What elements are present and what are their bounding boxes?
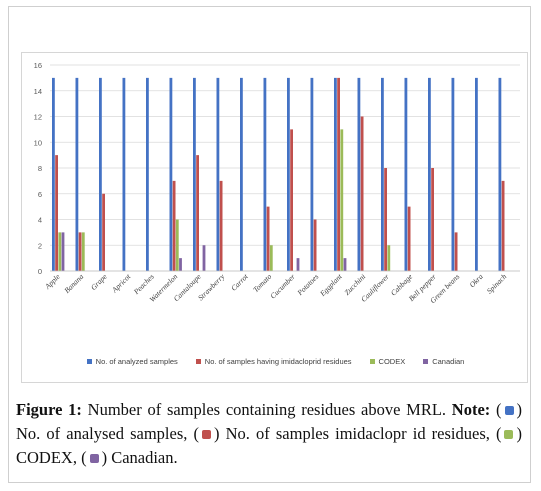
caption-text-5: ) Canadian.: [101, 448, 178, 467]
bar: [498, 77, 502, 271]
x-tick-label: Banana: [62, 272, 85, 295]
y-tick-label: 12: [34, 113, 42, 122]
bar: [475, 77, 478, 271]
caption-text-1: (: [490, 400, 502, 419]
legend-swatch: [423, 358, 429, 364]
bar: [169, 77, 173, 271]
legend-entry: CODEX: [369, 356, 406, 366]
bar: [146, 77, 149, 271]
bar: [334, 77, 337, 271]
bar: [202, 245, 206, 271]
bar: [407, 206, 411, 271]
bar: [175, 219, 179, 271]
figure-caption: Figure 1: Number of samples containing r…: [16, 398, 522, 470]
legend-label: No. of analyzed samples: [95, 356, 178, 366]
y-tick-label: 16: [34, 61, 42, 70]
figure-title: Number of samples containing residues ab…: [81, 400, 452, 419]
bar: [360, 116, 364, 271]
bar: [357, 77, 361, 271]
chart-legend: No. of analyzed samples No. of samples ha…: [22, 354, 529, 368]
bar: [216, 77, 220, 271]
bar: [55, 155, 58, 271]
bar: [269, 245, 273, 271]
bar: [58, 232, 62, 271]
y-tick-label: 8: [38, 164, 42, 173]
x-tick-label: Apricot: [109, 271, 133, 295]
bar: [102, 193, 105, 271]
bar: [431, 168, 434, 271]
bar: [287, 77, 290, 271]
bar: [240, 77, 243, 271]
x-tick-label: Grape: [89, 272, 109, 292]
y-tick-label: 0: [38, 267, 42, 276]
x-tick-label: Tomato: [251, 272, 273, 294]
bar: [266, 206, 270, 271]
note-label: Note:: [451, 400, 491, 419]
bar: [290, 129, 293, 271]
bar: [454, 232, 458, 271]
caption-swatch-residues: [202, 430, 211, 439]
legend-label: No. of samples having imidacloprid resid…: [204, 356, 352, 366]
bar: [343, 258, 347, 271]
bar: [122, 77, 126, 271]
bar: [193, 77, 196, 271]
x-tick-label: Eggplant: [317, 271, 344, 298]
bar: [404, 77, 408, 271]
bar: [381, 77, 384, 271]
legend-entry: Canadian: [423, 357, 464, 366]
x-tick-label: Carrot: [229, 271, 250, 292]
bar: [99, 77, 102, 271]
bar: [81, 232, 85, 271]
x-tick-label: Strawberry: [196, 272, 227, 303]
bar: [61, 232, 65, 271]
y-tick-label: 2: [38, 241, 42, 250]
legend-label: CODEX: [378, 356, 406, 366]
bar: [263, 77, 267, 271]
bar: [75, 77, 79, 271]
bar: [219, 180, 223, 271]
y-tick-label: 10: [34, 138, 42, 147]
bar: [501, 180, 505, 271]
x-tick-label: Potatoes: [295, 272, 321, 298]
caption-swatch-analyzed: [504, 406, 514, 415]
caption-swatch-canadian: [89, 454, 99, 463]
legend-swatch: [369, 358, 375, 364]
legend-label: Canadian: [432, 356, 465, 366]
bar: [52, 77, 55, 271]
bar: [337, 77, 340, 271]
bar: [451, 77, 455, 271]
bar: [310, 77, 314, 271]
legend-swatch: [195, 358, 201, 364]
bar: [313, 219, 317, 271]
x-tick-label: Cucumber: [268, 272, 297, 301]
x-tick-label: Apple: [42, 272, 62, 292]
bar: [387, 245, 391, 271]
figure-label: Figure 1:: [16, 400, 82, 419]
x-tick-label: Spinach: [485, 272, 509, 296]
x-tick-label: Okra: [468, 272, 485, 289]
legend-entry: No. of samples having imidacloprid resid…: [195, 356, 352, 366]
bar: [296, 258, 300, 271]
bar: [428, 77, 431, 271]
figure-frame: 0 2 4 6 8 10 12 14 16 Apple Banana Grape Apricot Peac…: [8, 6, 531, 483]
y-tick-label: 14: [34, 87, 42, 96]
chart-area: 0 2 4 6 8 10 12 14 16 Apple Banana Grape Apricot Peac…: [21, 52, 528, 383]
y-tick-label: 6: [38, 190, 42, 199]
caption-swatch-codex: [504, 430, 514, 439]
caption-text-2: ) No. of analysed samples, (: [16, 400, 522, 443]
bar: [340, 129, 344, 271]
bar: [196, 155, 199, 271]
bar: [179, 258, 182, 271]
legend-entry: No. of analyzed samples: [86, 356, 178, 366]
legend-swatch: [86, 358, 92, 364]
caption-text-4: ) CODEX, (: [16, 424, 522, 467]
y-tick-label: 4: [38, 216, 42, 225]
caption-text-3: ) No. of samples imidaclopr id residues,…: [214, 424, 502, 443]
bar: [384, 168, 387, 271]
bar: [78, 232, 82, 271]
bar: [172, 180, 176, 271]
